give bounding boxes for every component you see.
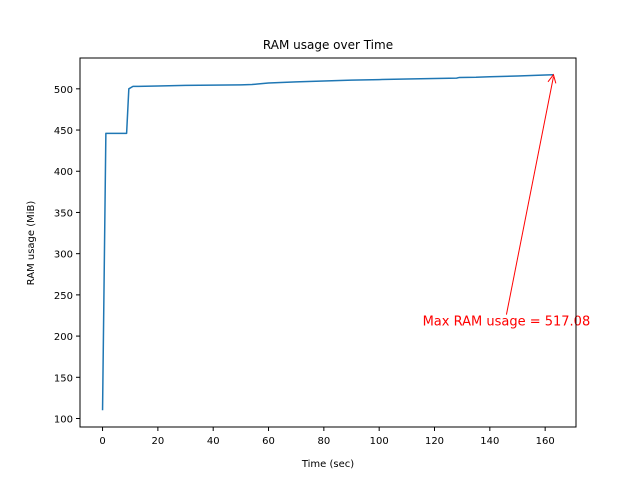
- y-axis: 100 150 200 250 300 350 400 450 500: [54, 85, 80, 426]
- x-tick-label: 160: [536, 436, 555, 447]
- plot-frame: [79, 57, 577, 428]
- x-tick-label: 20: [152, 436, 165, 447]
- chart-title: RAM usage over Time: [263, 38, 393, 52]
- x-tick-label: 40: [207, 436, 220, 447]
- x-axis-title: Time (sec): [301, 459, 354, 470]
- annotation-arrowhead: [547, 73, 557, 84]
- y-tick-label: 250: [54, 291, 73, 302]
- x-tick-label: 120: [425, 436, 444, 447]
- plot-area: Max RAM usage = 517.08: [101, 73, 591, 411]
- max-ram-annotation: Max RAM usage = 517.08: [423, 315, 591, 330]
- x-tick-label: 140: [480, 436, 499, 447]
- x-tick-label: 80: [317, 436, 330, 447]
- y-tick-label: 150: [54, 373, 73, 384]
- y-axis-title: RAM usage (MiB): [26, 201, 37, 286]
- y-tick-label: 450: [54, 126, 73, 137]
- ram-usage-line: [101, 74, 554, 411]
- y-tick-label: 100: [54, 415, 73, 426]
- x-tick-label: 60: [262, 436, 275, 447]
- y-tick-label: 400: [54, 167, 73, 178]
- y-tick-label: 200: [54, 332, 73, 343]
- y-tick-label: 500: [54, 85, 73, 96]
- y-tick-label: 300: [54, 250, 73, 261]
- y-tick-label: 350: [54, 208, 73, 219]
- x-axis: 0 20 40 60 80 100 120 140 160: [99, 427, 555, 447]
- x-tick-label: 100: [370, 436, 389, 447]
- x-tick-label: 0: [99, 436, 105, 447]
- annotation-arrow: [505, 76, 554, 315]
